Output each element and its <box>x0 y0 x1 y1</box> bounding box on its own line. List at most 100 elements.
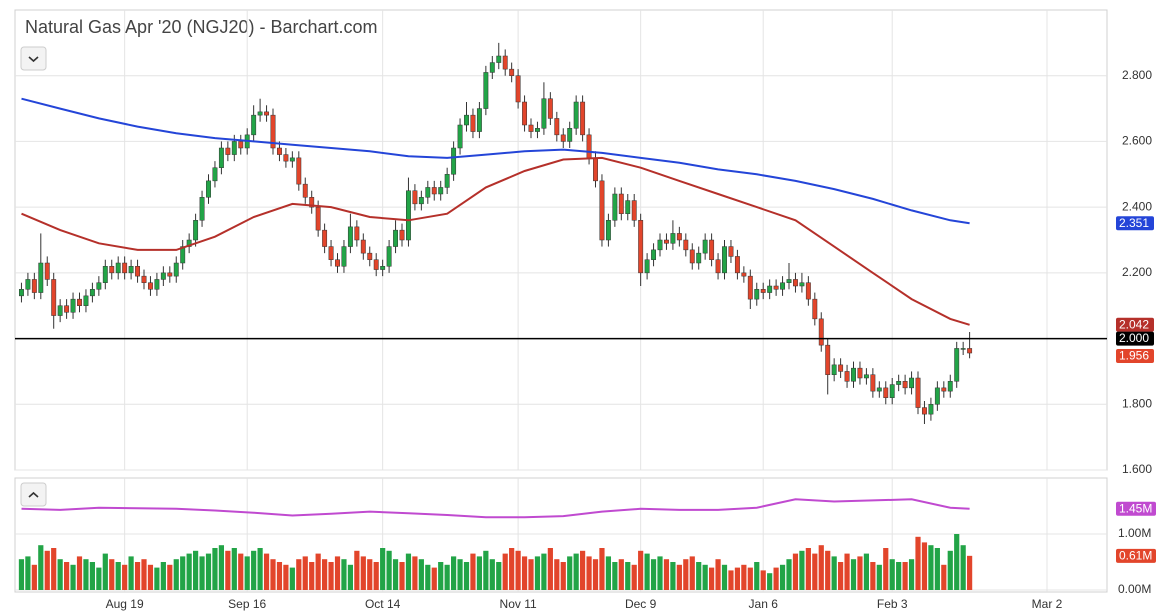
expand-button[interactable] <box>20 482 47 507</box>
candle-body <box>412 190 418 205</box>
volume-bar <box>289 567 295 590</box>
candle-body <box>167 272 173 277</box>
y-tick-label: 1.800 <box>1122 396 1152 410</box>
volume-bar <box>779 564 786 590</box>
volume-bar <box>896 562 902 590</box>
candle-body <box>715 259 721 274</box>
volume-bar <box>122 564 128 590</box>
volume-bar <box>689 556 695 590</box>
candle-body <box>651 249 657 260</box>
y-tick-label: 1.600 <box>1122 462 1152 476</box>
volume-bar <box>89 562 96 590</box>
volume-bar <box>399 562 405 590</box>
candle-body <box>115 262 121 274</box>
candle-body <box>612 193 618 221</box>
volume-bar <box>760 570 766 590</box>
candle-body <box>199 197 205 221</box>
candle-body <box>64 305 70 313</box>
volume-bar <box>38 545 44 590</box>
candle-body <box>954 348 960 382</box>
volume-bar <box>18 559 25 590</box>
volume-bar <box>205 553 212 590</box>
volume-bar <box>322 559 328 590</box>
candle-body <box>922 407 927 415</box>
volume-bar <box>347 564 354 590</box>
candle-body <box>399 229 405 241</box>
volume-bar <box>786 559 792 590</box>
volume-bar <box>509 548 515 590</box>
x-tick-label: Oct 14 <box>365 597 401 611</box>
candle-body <box>135 266 141 277</box>
candle-body <box>638 220 644 274</box>
candle-body <box>689 249 695 264</box>
volume-bar <box>457 559 463 590</box>
candle-body <box>496 55 502 63</box>
candle-body <box>664 239 669 244</box>
volume-bar <box>541 553 547 590</box>
collapse-button[interactable] <box>20 46 47 71</box>
volume-bar <box>70 564 76 590</box>
volume-bar <box>463 562 470 590</box>
volume-bar <box>889 559 895 590</box>
candle-body <box>747 275 753 300</box>
volume-bar <box>134 562 141 590</box>
candle-body <box>825 344 831 375</box>
candle-body <box>44 262 50 280</box>
candle-body <box>734 256 740 274</box>
volume-bar <box>405 553 412 590</box>
candle-body <box>831 364 837 375</box>
candle-body <box>702 239 708 254</box>
candle-body <box>547 98 553 119</box>
candle-body <box>754 289 760 300</box>
candle-body <box>457 124 463 149</box>
volume-bar <box>683 559 689 590</box>
volume-bar <box>276 562 283 590</box>
volume-bar <box>496 562 502 590</box>
candle-body <box>683 239 689 251</box>
candle-body <box>406 190 411 241</box>
candle-body <box>225 147 231 155</box>
candle-body <box>618 193 624 214</box>
candle-body <box>89 289 95 297</box>
candle-body <box>315 206 321 231</box>
volume-bar <box>728 570 734 590</box>
volume-bar <box>638 550 644 590</box>
volume-bar <box>64 562 70 590</box>
volume-bar <box>418 559 424 590</box>
candle-body <box>586 134 592 159</box>
price-tag-label: 2.042 <box>1119 317 1149 331</box>
volume-bar <box>696 562 702 590</box>
candle-body <box>644 259 650 274</box>
volume-bar <box>115 562 121 590</box>
candle-body <box>109 266 115 274</box>
volume-bar <box>805 548 811 590</box>
volume-bar <box>831 556 837 590</box>
volume-bar <box>386 550 392 590</box>
x-tick-label: Nov 11 <box>500 597 537 611</box>
volume-bar <box>734 567 741 590</box>
price-tag <box>1116 331 1154 346</box>
volume-bar <box>663 559 670 590</box>
volume-bar <box>218 545 225 590</box>
volume-bar <box>328 562 334 590</box>
candle-body <box>309 197 315 208</box>
volume-bar <box>941 564 947 590</box>
volume-bar <box>193 550 199 590</box>
volume-bar <box>721 564 728 590</box>
volume-bar <box>702 564 708 590</box>
candle-body <box>70 298 76 313</box>
volume-bar <box>263 553 270 590</box>
candle-body <box>812 298 818 320</box>
candle-body <box>193 220 199 241</box>
volume-bar <box>625 562 631 590</box>
candle-body <box>741 272 747 277</box>
volume-bar <box>947 550 953 590</box>
candle-body <box>418 197 424 205</box>
candle-body <box>696 252 702 264</box>
volume-bar <box>928 545 934 590</box>
candle-body <box>722 246 727 274</box>
candle-body <box>960 348 966 350</box>
volume-bar <box>521 556 528 590</box>
candle-body <box>593 157 598 182</box>
